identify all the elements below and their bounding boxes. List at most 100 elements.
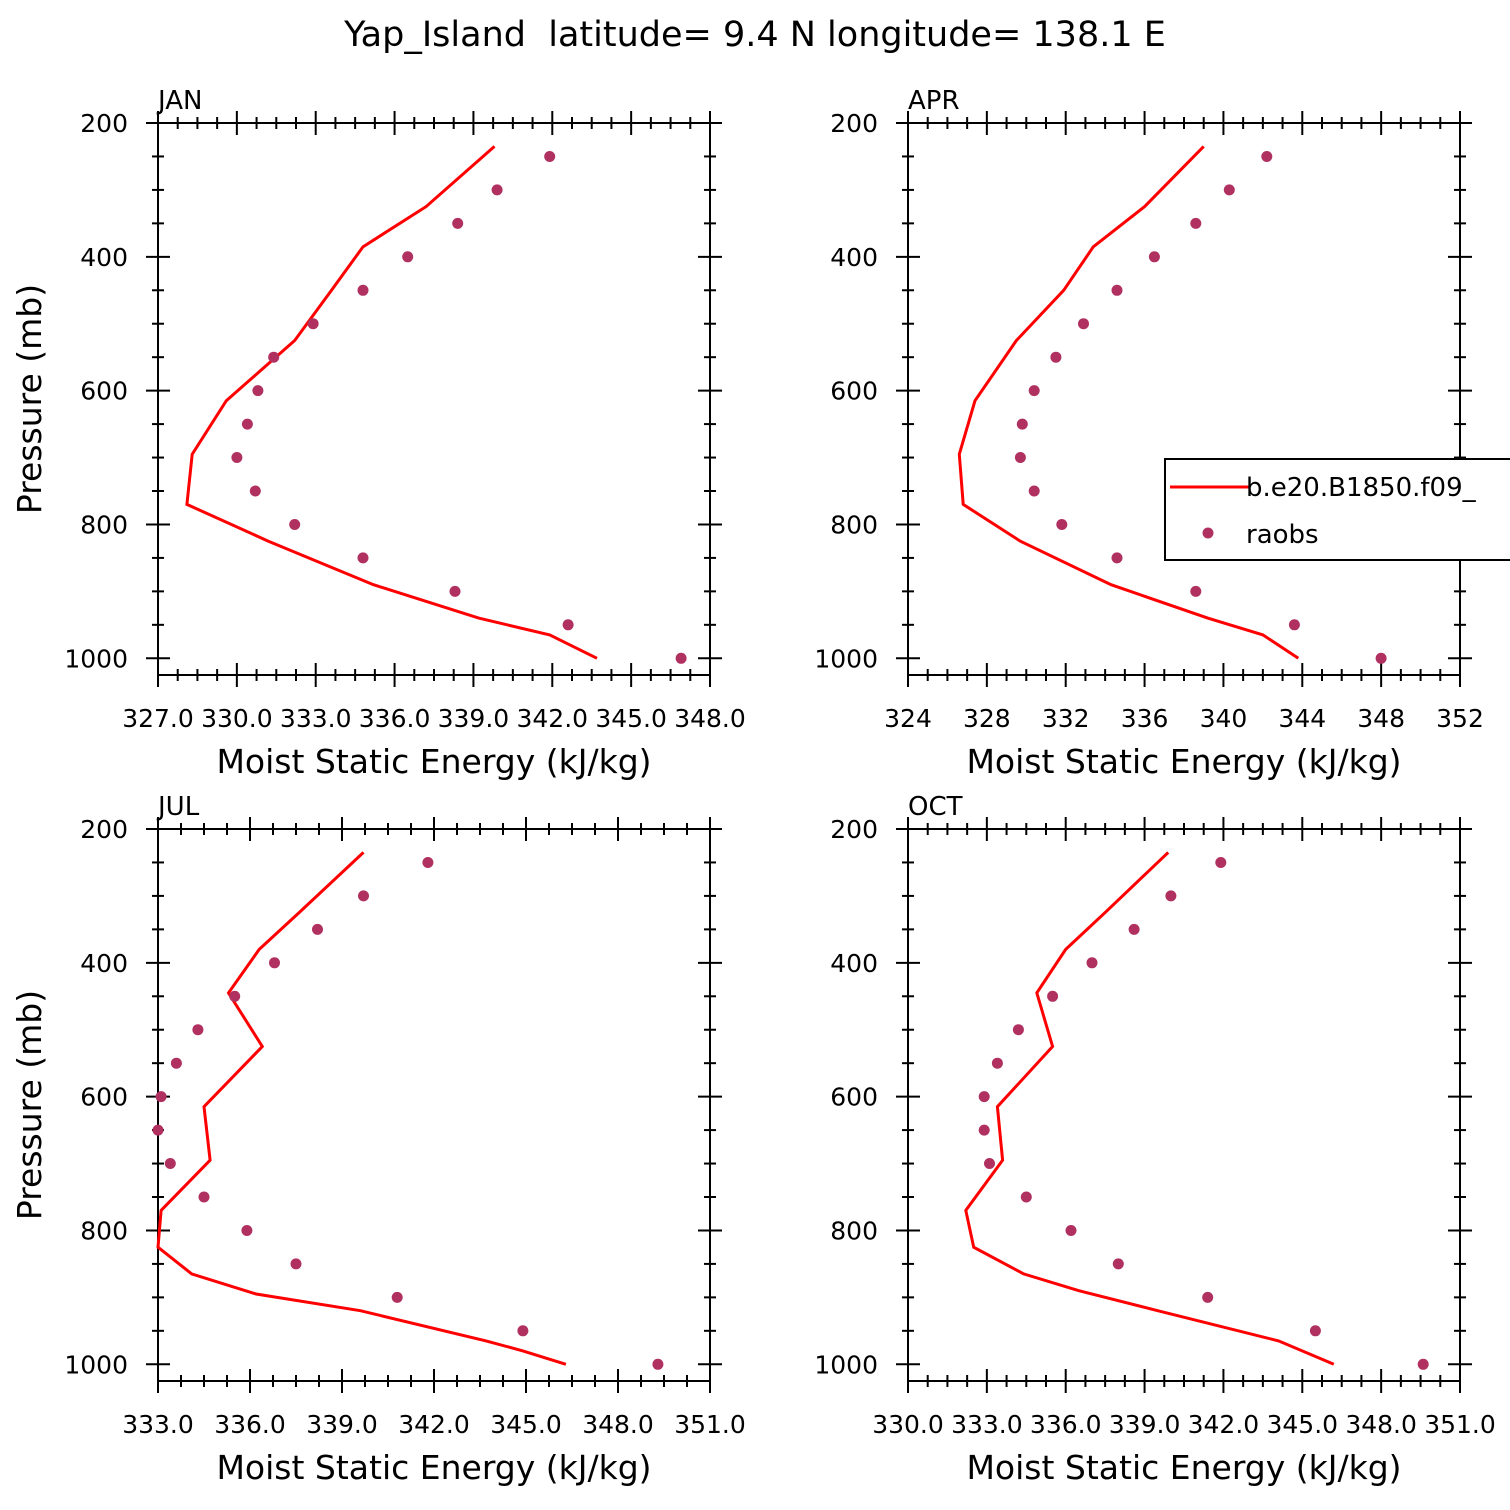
y-tick-label: 800 xyxy=(80,1216,128,1245)
x-tick-label: 333.0 xyxy=(122,1410,194,1439)
raobs-point xyxy=(984,1158,995,1169)
raobs-point xyxy=(1047,990,1059,1002)
raobs-point xyxy=(675,652,687,664)
raobs-point xyxy=(1020,1191,1032,1203)
raobs-point xyxy=(1288,619,1300,631)
x-tick-label: 339.0 xyxy=(1109,1410,1181,1439)
raobs-point xyxy=(307,318,319,330)
x-tick-label: 345.0 xyxy=(490,1410,562,1439)
raobs-point xyxy=(1417,1358,1429,1370)
plot-frame xyxy=(157,828,711,1382)
raobs-point xyxy=(229,990,241,1002)
raobs-point xyxy=(241,1225,253,1236)
raobs-point xyxy=(1078,318,1089,330)
raobs-point xyxy=(358,890,369,902)
raobs-point xyxy=(562,619,574,631)
raobs-point xyxy=(155,1091,167,1103)
x-tick-label: 336.0 xyxy=(359,704,431,733)
y-tick-label: 400 xyxy=(830,949,878,978)
legend: b.e20.B1850.f09_ raobs xyxy=(1164,458,1510,561)
y-tick-label: 1000 xyxy=(814,1350,878,1379)
raobs-point xyxy=(1165,890,1177,902)
raobs-point xyxy=(1012,1024,1024,1036)
x-tick-label: 336.0 xyxy=(1030,1410,1102,1439)
panels: 327.0 330.0 333.0 336.0 339.0 342.0 345.0 348.0… xyxy=(10,86,1496,1487)
x-tick-label: 351.0 xyxy=(1424,1410,1496,1439)
raobs-point xyxy=(517,1325,529,1337)
y-tick-label: 200 xyxy=(830,815,878,844)
x-tick-label: 342.0 xyxy=(516,704,588,733)
raobs-point xyxy=(1223,184,1235,196)
y-axis-title: Pressure (mb) xyxy=(10,284,49,514)
raobs-point xyxy=(1028,385,1040,397)
y-tick-label: 200 xyxy=(80,109,128,138)
y-tick-label: 400 xyxy=(80,949,128,978)
raobs-point xyxy=(652,1358,664,1370)
x-tick-label: 348.0 xyxy=(582,1410,654,1439)
raobs-point xyxy=(1086,957,1098,969)
model-line xyxy=(957,145,1300,660)
y-tick-label: 400 xyxy=(80,243,128,272)
y-tick-label: 1000 xyxy=(64,1350,128,1379)
y-tick-label: 1000 xyxy=(814,644,878,673)
raobs-point xyxy=(268,351,280,363)
legend-model-label: b.e20.B1850.f09_ xyxy=(1246,473,1477,503)
x-tick-label: 345.0 xyxy=(1266,1410,1338,1439)
x-tick-label: 340 xyxy=(1200,704,1248,733)
x-tick-label: 336.0 xyxy=(214,1410,286,1439)
x-tick-label: 327.0 xyxy=(122,704,194,733)
legend-raobs-label: raobs xyxy=(1246,520,1319,550)
raobs-point xyxy=(1202,1291,1214,1303)
raobs-point xyxy=(1028,485,1040,497)
y-tick-label: 800 xyxy=(830,1216,878,1245)
raobs-point xyxy=(231,452,243,463)
raobs-point xyxy=(357,552,369,564)
x-axis-title: Moist Static Energy (kJ/kg) xyxy=(966,742,1401,781)
raobs-point xyxy=(1016,418,1028,430)
raobs-point xyxy=(1309,1325,1321,1337)
raobs-point xyxy=(312,923,323,935)
x-tick-label: 351.0 xyxy=(674,1410,746,1439)
x-tick-label: 332 xyxy=(1042,704,1090,733)
x-tick-label: 324 xyxy=(884,704,932,733)
raobs-point xyxy=(269,957,280,969)
raobs-point xyxy=(991,1057,1003,1069)
x-tick-label: 348 xyxy=(1357,704,1405,733)
panel-label: OCT xyxy=(908,792,963,822)
y-tick-label: 1000 xyxy=(64,644,128,673)
panel-jul: 333.0 336.0 339.0 342.0 345.0 348.0 351.0 200 40… xyxy=(10,792,746,1487)
x-tick-label: 330.0 xyxy=(201,704,273,733)
raobs-point xyxy=(289,519,301,530)
y-tick-label: 400 xyxy=(830,243,878,272)
raobs-point xyxy=(1112,1258,1124,1270)
figure-title: Yap_Island latitude= 9.4 N longitude= 13… xyxy=(343,15,1166,55)
raobs-point xyxy=(402,251,414,263)
y-tick-label: 200 xyxy=(830,109,878,138)
raobs-point xyxy=(1128,923,1140,935)
x-tick-label: 352 xyxy=(1436,704,1484,733)
raobs-point xyxy=(252,385,264,397)
y-tick-label: 600 xyxy=(830,377,878,406)
raobs-point xyxy=(1111,552,1123,564)
y-tick-label: 600 xyxy=(80,1083,128,1112)
y-axis-title: Pressure (mb) xyxy=(10,990,49,1220)
x-tick-label: 348.0 xyxy=(674,704,746,733)
legend-raobs-marker xyxy=(1202,527,1214,539)
plot-data xyxy=(152,851,664,1370)
raobs-point xyxy=(491,184,503,196)
plot-frame xyxy=(157,122,711,676)
raobs-point xyxy=(1215,857,1227,868)
raobs-point xyxy=(391,1291,403,1303)
raobs-point xyxy=(1375,652,1387,664)
plot-data xyxy=(957,145,1387,664)
model-line xyxy=(156,851,567,1366)
panel-label: JAN xyxy=(156,86,202,116)
panel-label: APR xyxy=(908,86,960,116)
model-line xyxy=(964,851,1335,1366)
x-tick-label: 344 xyxy=(1278,704,1326,733)
raobs-point xyxy=(290,1258,302,1270)
raobs-point xyxy=(198,1191,210,1203)
x-tick-label: 342.0 xyxy=(398,1410,470,1439)
x-tick-label: 333.0 xyxy=(280,704,352,733)
raobs-point xyxy=(978,1124,990,1136)
